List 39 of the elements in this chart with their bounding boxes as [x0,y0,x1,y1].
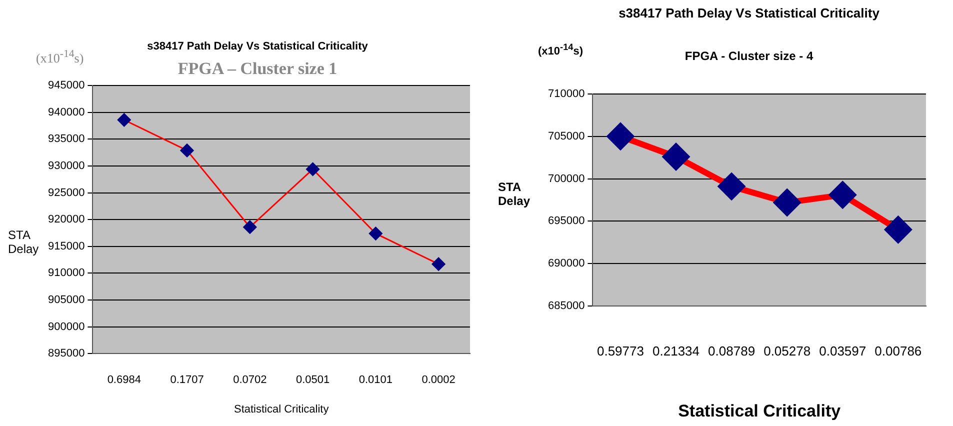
y-tick-label: 935000 [48,133,85,146]
x-tick-label: 0.1707 [170,374,204,386]
x-axis-title: Statistical Criticality [234,403,330,416]
x-tick-label: 0.0702 [233,374,267,386]
y-tick-label: 710000 [548,88,585,100]
x-tick-label: 0.0101 [358,374,393,386]
y-axis-title: STA Delay [8,228,40,256]
x-tick-label: 0.03597 [819,343,866,358]
y-tick-label: 695000 [548,215,585,228]
chart-subtitle: FPGA – Cluster size 1 [178,58,338,78]
x-tick-label: 0.21334 [652,343,700,358]
chart-subtitle: FPGA - Cluster size - 4 [684,49,814,64]
y-tick-label: 920000 [48,214,85,226]
x-tick-label: 0.59773 [596,343,644,358]
x-tick-label: 0.0501 [296,374,330,386]
y-tick-label: 930000 [48,160,85,172]
y-axis-title: STA Delay [498,180,532,208]
x-tick-label: 0.6984 [107,374,141,386]
y-tick-label: 910000 [48,267,85,280]
y-tick-label: 690000 [548,258,585,270]
y-tick-label: 900000 [48,320,85,333]
chart-title: s38417 Path Delay Vs Statistical Criticality [618,5,880,20]
y-tick-label: 705000 [548,130,585,142]
chart-title: s38417 Path Delay Vs Statistical Criticality [147,40,369,53]
y-tick-label: 925000 [48,186,85,199]
text: (x10$^{-14}$s) [538,42,584,58]
y-tick-label: 945000 [48,80,85,92]
y-tick-label: 685000 [548,300,585,312]
y-tick-label: 905000 [48,294,85,306]
y-tick-label: 915000 [48,240,85,252]
text: (x10$^{-14}$s) [36,48,84,66]
x-tick-label: 0.00786 [874,343,922,358]
x-tick-label: 0.08789 [708,343,756,358]
x-axis-title: Statistical Criticality [678,401,842,420]
y-tick-label: 895000 [48,348,85,360]
x-tick-label: 0.05278 [764,343,811,358]
x-tick-label: 0.0002 [422,374,456,386]
y-tick-label: 940000 [48,106,85,118]
y-tick-label: 700000 [548,172,585,185]
